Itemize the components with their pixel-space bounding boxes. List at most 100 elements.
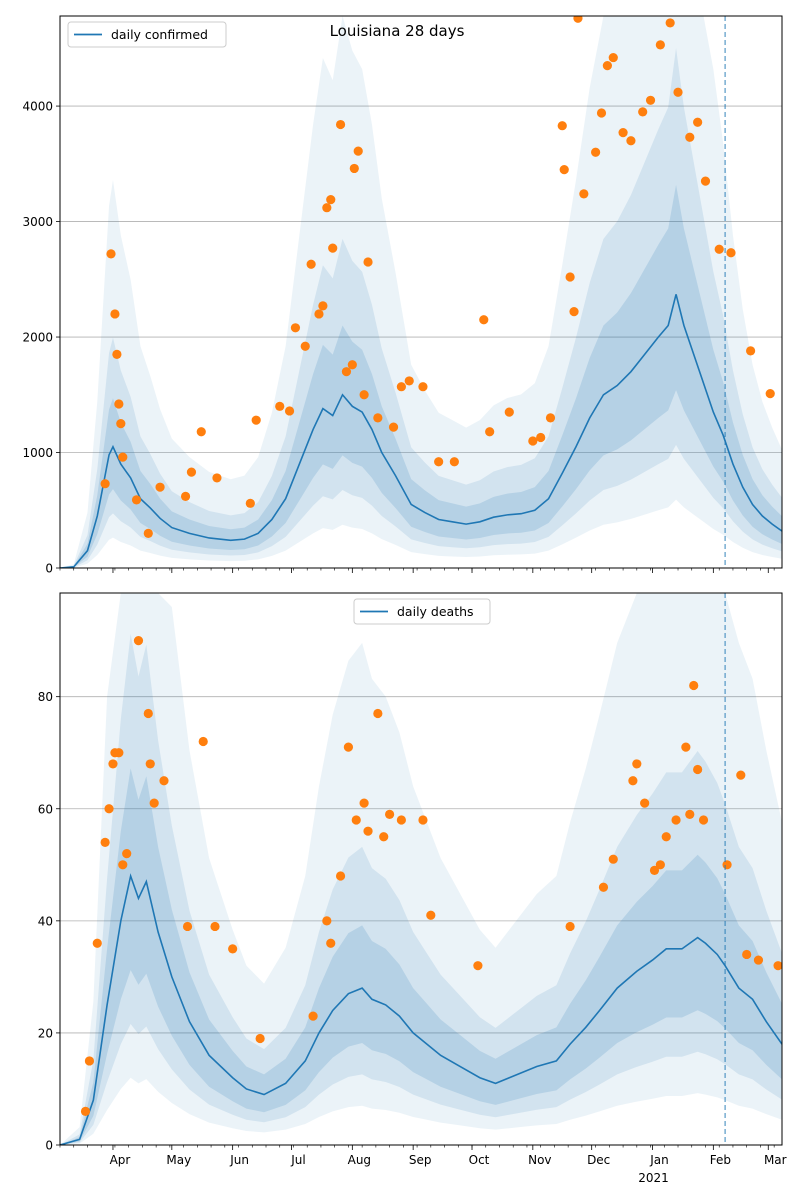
x-tick-label: Apr (110, 1153, 131, 1167)
observed-point (528, 436, 538, 446)
observed-point (349, 163, 359, 174)
y-tick-label: 3000 (22, 215, 53, 229)
observed-point (746, 346, 756, 356)
observed-point (318, 301, 328, 311)
observed-point (322, 916, 332, 926)
x-tick-label: Jan (649, 1153, 669, 1167)
y-tick-label: 0 (45, 562, 53, 576)
observed-point (608, 52, 618, 63)
observed-point (573, 16, 583, 23)
observed-point (322, 203, 332, 213)
observed-point (559, 164, 569, 175)
observed-point (485, 427, 495, 437)
observed-point (106, 249, 116, 259)
observed-point (396, 382, 406, 392)
axes-frame (59, 592, 783, 1146)
observed-point (245, 498, 255, 508)
observed-point (685, 132, 695, 142)
observed-point (347, 360, 357, 370)
observed-point (479, 315, 489, 325)
observed-point (118, 452, 128, 462)
observed-point (449, 457, 459, 467)
confirmed-panel: 0 1000 2000 3000 4000 daily confirmed (22, 15, 783, 576)
uncertainty-band (60, 16, 782, 568)
observed-point (618, 128, 628, 138)
observed-point (418, 382, 428, 392)
observed-point (143, 708, 153, 719)
observed-point (351, 815, 361, 825)
observed-point (693, 117, 703, 127)
y-tick-label: 80 (38, 690, 53, 704)
observed-point (145, 759, 155, 769)
observed-point (473, 961, 483, 971)
observed-point (114, 399, 124, 409)
observed-point (314, 309, 324, 319)
observed-point (308, 1011, 318, 1021)
uncertainty-band (60, 768, 782, 1145)
y-tick-label: 4000 (22, 100, 53, 114)
axes-frame (59, 15, 783, 569)
observed-point (671, 815, 681, 825)
uncertainty-band (60, 633, 782, 1145)
observed-point (149, 798, 159, 808)
observed-point (426, 910, 436, 920)
observed-point (404, 376, 414, 386)
observed-point (359, 390, 369, 400)
observed-point (335, 119, 346, 130)
observed-point (742, 949, 752, 960)
x-tick-label: Jul (290, 1153, 305, 1167)
observed-point (359, 798, 369, 808)
observed-point (753, 955, 764, 965)
observed-point (180, 491, 191, 502)
observed-point (385, 809, 395, 819)
observed-point (110, 309, 120, 319)
observed-point (545, 413, 556, 423)
observed-point (626, 136, 636, 146)
observed-point (84, 1056, 95, 1066)
deaths-panel: 0 20 40 60 80 Apr May Jun Jul Aug Sep Oct Nov Dec Jan F… (38, 592, 787, 1185)
observed-point (306, 259, 316, 269)
observed-point (116, 419, 126, 429)
x-tick-label: Nov (528, 1153, 551, 1167)
observed-point (504, 407, 514, 417)
observed-point (335, 871, 346, 881)
observed-point (602, 61, 612, 71)
legend-label: daily deaths (397, 604, 474, 619)
observed-point (112, 349, 122, 359)
y-tick-label: 40 (38, 914, 53, 928)
observed-point (655, 40, 665, 50)
observed-point (186, 467, 197, 477)
y-tick-label: 0 (45, 1139, 53, 1153)
x-tick-label: Dec (587, 1153, 610, 1167)
observed-point (565, 272, 575, 282)
x-tick-label: Jun (229, 1153, 249, 1167)
observed-point (608, 854, 618, 864)
observed-point (569, 307, 579, 317)
observed-point (122, 848, 132, 859)
median-line (60, 294, 782, 568)
observed-point (632, 759, 642, 769)
y-tick-label: 60 (38, 802, 53, 816)
observed-point (326, 195, 336, 205)
x-tick-label: Mar (764, 1153, 787, 1167)
observed-point (196, 427, 206, 437)
observed-point (108, 759, 118, 769)
legend-label: daily confirmed (111, 27, 208, 42)
observed-point (736, 770, 746, 780)
observed-point (638, 107, 648, 117)
observed-point (536, 432, 546, 443)
x-tick-label: Sep (409, 1153, 432, 1167)
x-tick-label: Aug (348, 1153, 371, 1167)
observed-point (133, 636, 144, 646)
observed-point (693, 764, 703, 775)
x-tick-label: Feb (710, 1153, 731, 1167)
observed-point (159, 776, 169, 786)
observed-point (557, 121, 567, 131)
observed-point (104, 804, 114, 814)
observed-point (328, 243, 338, 253)
observed-point (765, 389, 775, 399)
median-line (60, 873, 782, 1145)
observed-point (182, 921, 193, 932)
observed-point (363, 826, 373, 836)
observed-point (673, 87, 683, 97)
